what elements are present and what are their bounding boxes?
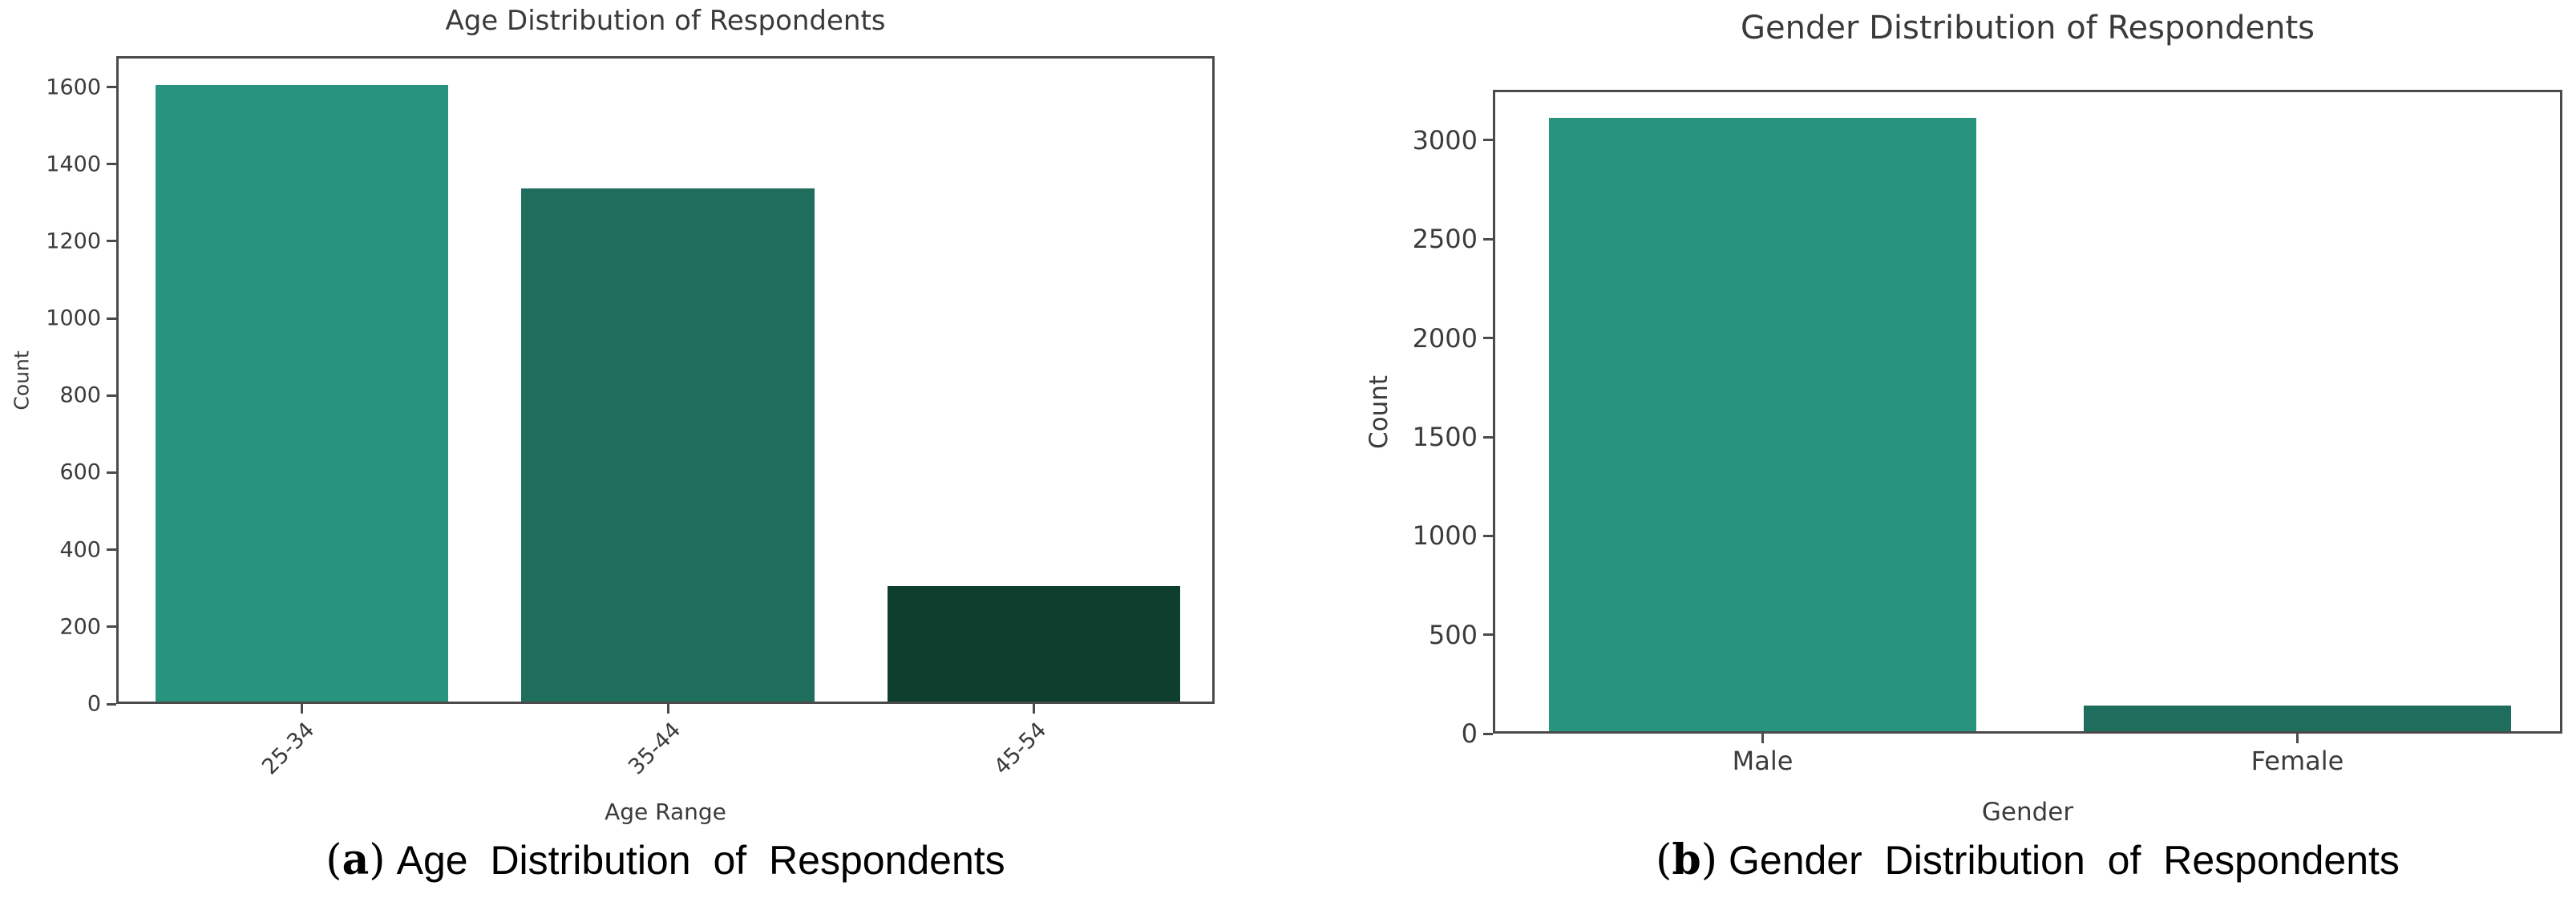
y-tick-label: 1000 [1412,520,1478,552]
y-tick-mark [107,625,116,629]
y-tick-mark [107,86,116,88]
plot-area: 0 500 1000 1500 2000 2500 3000 Male Female [1413,90,2562,776]
y-tick-mark [107,163,116,166]
y-axis-label-wrap: Count [1361,90,1397,734]
y-axis-label: Count [1365,374,1393,449]
x-tick-mark [666,704,669,714]
y-tick-mark [1483,534,1493,537]
x-tick-label: Female [2250,746,2344,776]
caption-b-close-paren: ) [1700,836,1718,884]
y-tick-label: 1400 [46,152,101,177]
chart-title: Gender Distribution of Respondents [1741,10,2315,47]
caption-a-close-paren: ) [369,836,386,884]
caption-a-letter: a [342,835,370,884]
y-tick-mark [1483,732,1493,735]
y-tick-label: 500 [1428,619,1478,650]
y-tick-label: 400 [59,537,101,563]
caption-a-text: Age Distribution of Respondents [396,838,1005,883]
y-tick-label: 0 [1461,718,1478,749]
y-tick-mark [107,317,116,320]
x-tick-mark [2296,734,2299,743]
y-tick-mark [107,471,116,474]
x-tick-mark [1761,734,1764,743]
y-tick-label: 2000 [1412,322,1478,354]
caption-b-text: Gender Distribution of Respondents [1729,838,2400,883]
y-tick-label: 3000 [1412,124,1478,156]
y-tick-mark [1483,139,1493,142]
y-tick-mark [1483,337,1493,340]
y-tick-label: 600 [59,459,101,485]
y-tick-mark [107,240,116,243]
x-tick-label: Male [1732,746,1793,776]
y-tick-mark [1483,237,1493,241]
x-tick-mark [300,704,303,714]
bar-female [2083,705,2512,731]
y-tick-mark [1483,633,1493,637]
y-tick-label: 1500 [1412,422,1478,452]
y-tick-mark [107,394,116,397]
bar-25-34 [155,84,448,702]
figure-caption-a: (a) Age Distribution of Respondents [116,835,1215,884]
bar-45-54 [888,585,1181,702]
x-axis-label: Gender [1981,798,2074,827]
y-tick-label: 2500 [1412,224,1478,255]
figure-caption-b: (b) Gender Distribution of Respondents [1493,835,2562,884]
y-tick-mark [107,548,116,552]
caption-b-open-paren: ( [1656,836,1672,884]
caption-b-letter: b [1672,835,1701,884]
y-tick-label: 200 [59,614,101,640]
bar-35-44 [521,188,815,702]
y-tick-mark [107,702,116,706]
bar-male [1548,118,1977,731]
chart-title: Age Distribution of Respondents [445,5,886,37]
y-tick-label: 0 [87,691,101,717]
plot-area: 0 200 400 600 800 1000 1200 1400 1600 25-34 35-44 4… [46,56,1215,779]
x-axis-label: Age Range [605,799,726,825]
x-tick-mark [1033,704,1036,714]
y-tick-label: 1200 [46,229,101,254]
y-tick-label: 1000 [46,305,101,331]
caption-a-open-paren: ( [326,836,342,884]
y-tick-label: 1600 [46,75,101,99]
y-tick-label: 800 [59,382,101,408]
y-tick-mark [1483,435,1493,439]
